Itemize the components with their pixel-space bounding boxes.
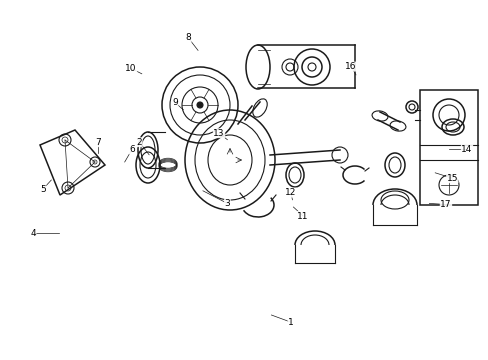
- Text: 2: 2: [136, 138, 142, 147]
- Text: 16: 16: [345, 62, 356, 71]
- Text: 17: 17: [439, 200, 451, 209]
- Text: 10: 10: [125, 64, 137, 73]
- Circle shape: [197, 102, 203, 108]
- Bar: [419, 90, 477, 205]
- Text: 8: 8: [185, 33, 191, 42]
- Text: 11: 11: [297, 212, 308, 220]
- Text: 1: 1: [287, 318, 293, 327]
- Text: 14: 14: [460, 145, 472, 154]
- Text: 4: 4: [30, 229, 36, 238]
- Text: 6: 6: [129, 145, 135, 154]
- Text: 13: 13: [213, 129, 224, 138]
- Text: 9: 9: [172, 98, 178, 107]
- Text: 15: 15: [446, 174, 457, 183]
- Text: 7: 7: [95, 138, 101, 147]
- Text: 5: 5: [40, 185, 46, 194]
- Text: 12: 12: [285, 188, 296, 197]
- Text: 3: 3: [224, 199, 230, 208]
